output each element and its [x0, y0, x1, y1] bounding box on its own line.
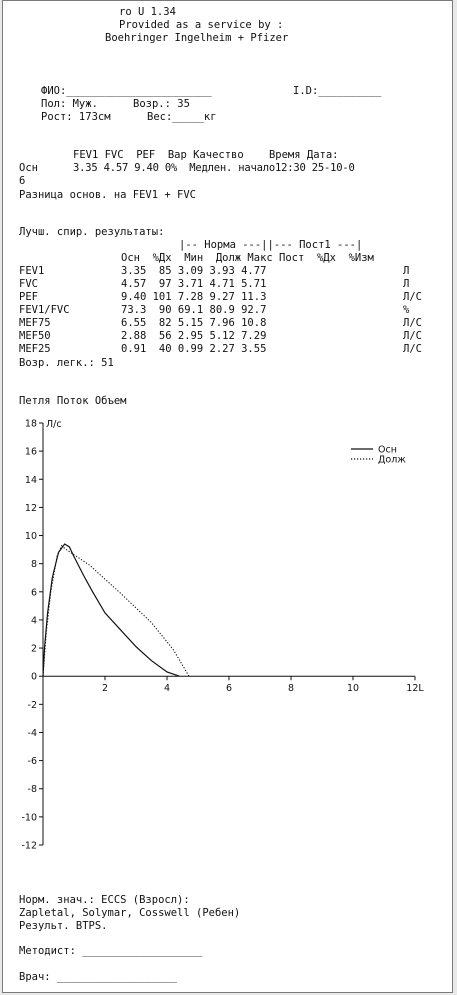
results-column-header: Осн %Дх Мин Долж Макс Пост %Дх %Изм: [121, 252, 374, 264]
sponsor-line: Boehringer Ingelheim + Pfizer: [105, 32, 289, 44]
table-row: FEV1 3.35 85 3.09 3.93 4.77: [19, 265, 267, 277]
x-tick-label: 12L: [406, 683, 424, 694]
summary-header: FEV1 FVC PEF Вар Качество Время Дата:: [73, 149, 339, 161]
x-tick-label: 6: [226, 683, 232, 694]
results-group-header: |-- Норма ---||--- Пост1 ---|: [179, 239, 363, 251]
unit-label: Л: [403, 265, 410, 277]
table-row: MEF25 0.91 40 0.99 2.27 3.55: [19, 343, 267, 355]
results-title: Лучш. спир. результаты:: [19, 226, 165, 238]
legend-label: Долж: [378, 455, 406, 466]
table-row: PEF 9.40 101 7.28 9.27 11.3: [19, 291, 267, 303]
table-row: FVC 4.57 97 3.71 4.71 5.71: [19, 278, 267, 290]
flow-volume-chart: -12 -10 -8 -6 -4 -2 0 2 4 6 8 10 12 14 16 18 Л/с 2 4 6 8 10 12…: [21, 419, 424, 852]
y-tick-label: 4: [31, 615, 37, 626]
patient-age: Возр.: 35: [133, 98, 190, 110]
y-tick-label: 12: [25, 503, 37, 514]
y-tick-label: 18: [25, 419, 37, 430]
lung-age: Возр. легк.: 51: [19, 357, 114, 369]
y-tick-label: 16: [25, 447, 37, 458]
y-tick-label: -4: [28, 728, 37, 739]
version-line: ro U 1.34: [119, 6, 176, 18]
patient-name-field: ФИО:_______________________: [41, 85, 212, 97]
y-tick-label: -6: [28, 756, 37, 767]
y-tick-label: 2: [31, 644, 37, 655]
y-tick-label: -12: [21, 841, 37, 852]
y-tick-label: -10: [21, 812, 37, 823]
x-tick-label: 2: [102, 683, 108, 694]
series-line: [42, 544, 190, 677]
service-line: Provided as a service by :: [119, 19, 284, 31]
btps-line: Результ. BTPS.: [19, 920, 108, 932]
unit-label: Л: [403, 278, 410, 290]
summary-row-values: 3.35 4.57 9.40 0% Медлен. начало12:30 25…: [73, 162, 355, 174]
patient-id-field: I.D:__________: [293, 85, 382, 97]
x-tick-label: 4: [164, 683, 170, 694]
table-row: FEV1/FVC 73.3 90 69.1 80.9 92.7: [19, 304, 267, 316]
series-line: [42, 543, 180, 677]
legend-label: Осн: [378, 445, 397, 456]
y-tick-label: 6: [31, 587, 37, 598]
summary-row-label: Осн: [19, 162, 38, 174]
doctor-signature-line: Врач: ___________________: [19, 971, 178, 983]
y-tick-label: 0: [31, 672, 37, 683]
unit-label: Л/С: [403, 330, 422, 342]
summary-diff-line: Разница основ. на FEV1 + FVC: [19, 189, 197, 201]
patient-weight: Вес:_____кг: [147, 111, 217, 123]
unit-label: Л/С: [403, 317, 422, 329]
table-row: MEF50 2.88 56 2.95 5.12 7.29: [19, 330, 267, 342]
unit-label: Л/С: [403, 291, 422, 303]
y-axis-label: Л/с: [46, 419, 62, 430]
y-tick-label: -8: [28, 784, 37, 795]
norm-values-line: Норм. знач.: ECCS (Взросл):: [19, 894, 190, 906]
patient-sex: Пол: Муж.: [41, 98, 98, 110]
norm-authors-line: Zapletal, Solymar, Cosswell (Ребен): [19, 907, 241, 919]
x-tick-label: 10: [347, 683, 359, 694]
unit-label: %: [403, 304, 410, 316]
x-tick-label: 8: [288, 683, 294, 694]
y-tick-label: -2: [28, 700, 37, 711]
table-row: MEF75 6.55 82 5.15 7.96 10.8: [19, 317, 267, 329]
y-tick-label: 14: [25, 475, 37, 486]
chart-title: Петля Поток Объем: [19, 395, 127, 407]
patient-height: Рост: 173см: [41, 111, 111, 123]
summary-wrap: 6: [19, 175, 26, 187]
y-tick-label: 8: [31, 559, 37, 570]
methodologist-signature-line: Методист: ___________________: [19, 945, 203, 957]
unit-label: Л/С: [403, 343, 422, 355]
y-tick-label: 10: [25, 531, 37, 542]
